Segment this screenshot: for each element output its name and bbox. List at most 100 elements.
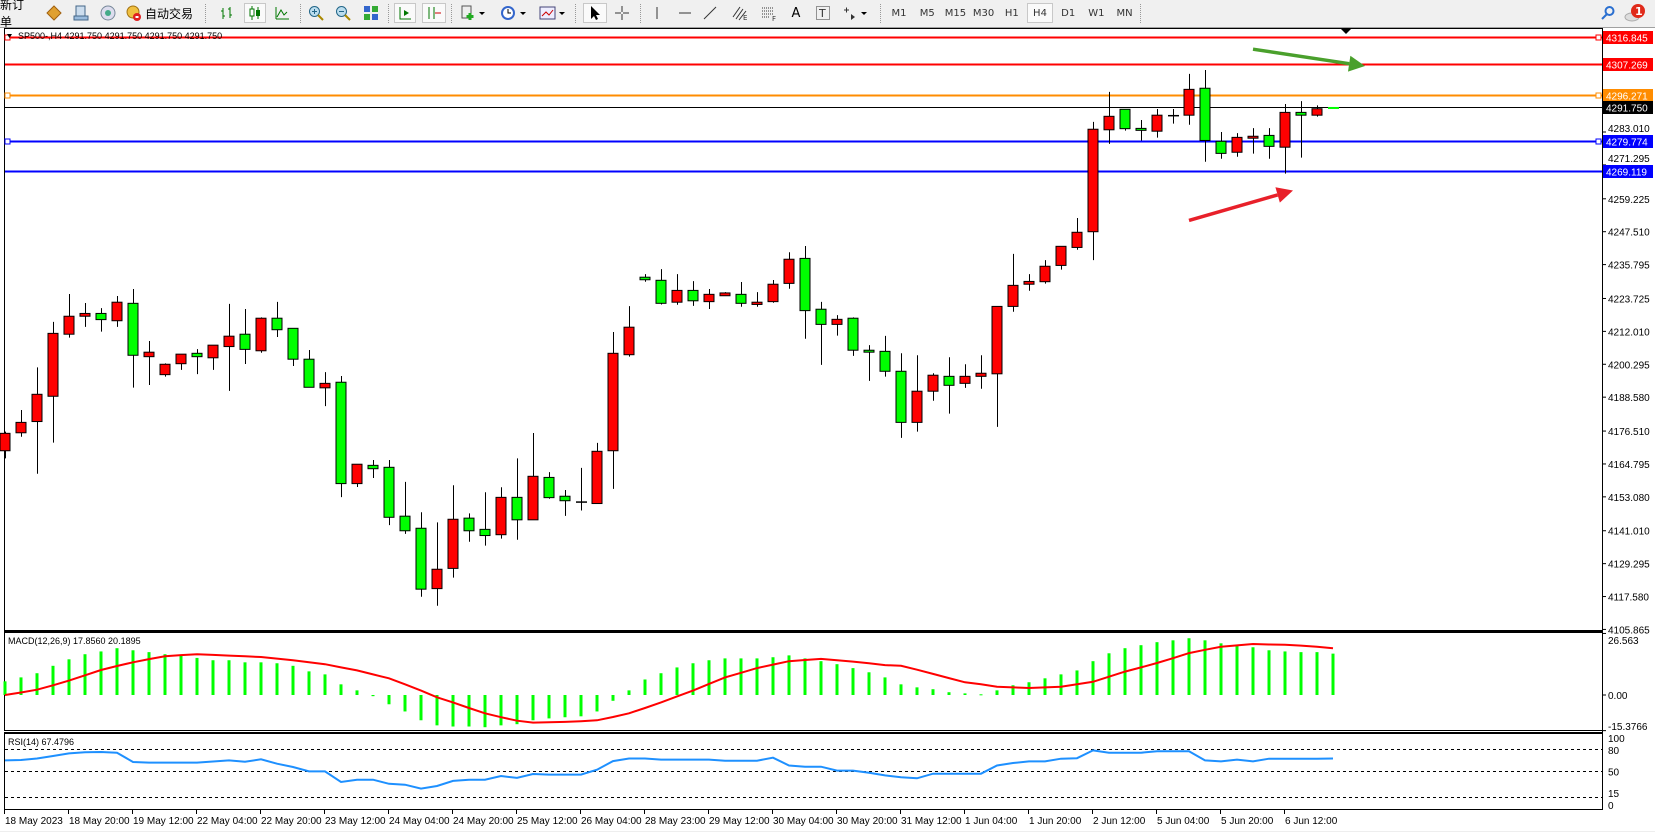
text-label-tool-icon[interactable]: T [813, 3, 833, 23]
macd-histogram-bar [931, 689, 935, 695]
arrow-head [1275, 187, 1293, 203]
line-handle[interactable] [4, 138, 11, 145]
candle [1007, 253, 1019, 312]
candle-body [447, 518, 459, 569]
vertical-line-tool-icon[interactable] [647, 3, 667, 23]
macd-histogram-bar [835, 664, 839, 695]
price-tick-label: 4188.580 [1608, 393, 1650, 404]
candle-body [367, 464, 379, 470]
fibonacci-tool-icon[interactable]: F [758, 3, 780, 23]
macd-histogram-bar [1107, 653, 1111, 695]
candle-body [655, 279, 667, 304]
line-handle[interactable] [4, 92, 11, 99]
zoom-in-icon[interactable] [306, 3, 326, 23]
candle [511, 458, 523, 540]
price-label-box [1603, 165, 1653, 178]
arrow-head [1347, 55, 1365, 72]
candle-body [831, 318, 843, 325]
candle [383, 460, 395, 526]
timeframe-w1[interactable]: W1 [1088, 7, 1105, 19]
candle [607, 331, 619, 489]
rsi-axis-label: 0 [1608, 801, 1614, 812]
bar-chart-icon[interactable] [217, 3, 237, 23]
horizontal-line-tool-icon[interactable] [675, 3, 695, 23]
candle [1247, 128, 1259, 154]
candle [495, 487, 507, 539]
price-tick-label: 4223.725 [1608, 294, 1650, 305]
candle-body [239, 333, 251, 350]
periods-button[interactable] [498, 3, 530, 23]
macd-histogram-bar [291, 665, 295, 695]
equidistant-channel-tool-icon[interactable]: E [729, 3, 751, 23]
timeframe-d1[interactable]: D1 [1061, 7, 1076, 19]
candle [1215, 132, 1227, 159]
arrows-tool-button[interactable] [838, 3, 874, 23]
chart-shift-marker [1341, 29, 1351, 34]
candle-body [31, 393, 43, 423]
macd-histogram-bar [499, 695, 503, 726]
price-tick-label: 4105.865 [1608, 625, 1650, 636]
timeframe-h4[interactable]: H4 [1027, 3, 1053, 23]
candle-body [383, 466, 395, 518]
candle [367, 460, 379, 478]
line-chart-icon[interactable] [272, 3, 292, 23]
line-handle[interactable] [4, 34, 11, 41]
crosshair-tool-icon[interactable] [612, 3, 632, 23]
search-icon[interactable] [1598, 3, 1618, 23]
candle [287, 327, 299, 366]
new-order-button[interactable]: 新订单 [0, 0, 34, 29]
macd-histogram-bar [1331, 653, 1335, 695]
candle-body [79, 312, 91, 317]
macd-histogram-bar [1203, 640, 1207, 695]
chart-shift-icon[interactable] [422, 3, 446, 23]
candle [47, 321, 59, 443]
line-handle[interactable] [1595, 138, 1602, 145]
auto-trading-button[interactable]: 自动交易 [123, 3, 195, 23]
line-handle[interactable] [1595, 34, 1602, 41]
macd-histogram-bar [115, 648, 119, 695]
macd-histogram-bar [131, 650, 135, 695]
market-watch-icon[interactable] [44, 3, 64, 23]
candlestick-chart-icon[interactable] [244, 3, 266, 23]
candle [975, 355, 987, 389]
price-label-box [1603, 101, 1653, 114]
toolbar-separator [300, 4, 301, 23]
candle-body [847, 317, 859, 351]
line-handle[interactable] [1595, 92, 1602, 99]
candle [863, 345, 875, 381]
macd-histogram-bar [1283, 651, 1287, 695]
auto-scroll-icon[interactable] [394, 3, 416, 23]
macd-histogram-bar [1011, 685, 1015, 695]
cursor-tool-icon[interactable] [583, 3, 607, 23]
price-line-label: 4269.119 [1606, 168, 1647, 179]
macd-histogram-bar [691, 663, 695, 695]
toolbar-separator [640, 4, 641, 23]
candle [431, 522, 443, 606]
zoom-out-icon[interactable] [333, 3, 353, 23]
indicators-button[interactable] [458, 3, 488, 23]
templates-button[interactable] [537, 3, 569, 23]
timeframe-mn[interactable]: MN [1116, 7, 1133, 19]
auto-trading-icon [126, 5, 141, 21]
macd-histogram-bar [67, 659, 71, 695]
candle-body [175, 353, 187, 365]
timeframe-m30[interactable]: M30 [972, 7, 995, 19]
tile-windows-icon[interactable] [361, 3, 381, 23]
toolbar-separator [205, 4, 206, 23]
text-tool-icon[interactable]: A [786, 3, 806, 23]
toolbar: 新订单 自动交易 E F A T M1 M5 M15 M30 H1 H4 D1 W1 MN 1 [0, 0, 1655, 29]
timeframe-m15[interactable]: M15 [944, 7, 967, 19]
time-axis [0, 810, 1655, 832]
timeframe-m1[interactable]: M1 [891, 7, 907, 19]
navigator-icon[interactable] [98, 3, 118, 23]
data-window-icon[interactable] [71, 3, 91, 23]
timeframe-h1[interactable]: H1 [1004, 7, 1019, 19]
notifications-button[interactable]: 1 [1622, 3, 1648, 23]
timeframe-m5[interactable]: M5 [919, 7, 935, 19]
macd-histogram-bar [915, 687, 919, 695]
macd-histogram-bar [739, 658, 743, 695]
time-label: 30 May 20:00 [837, 816, 898, 827]
trendline-tool-icon[interactable] [700, 3, 720, 23]
candle [15, 410, 27, 437]
